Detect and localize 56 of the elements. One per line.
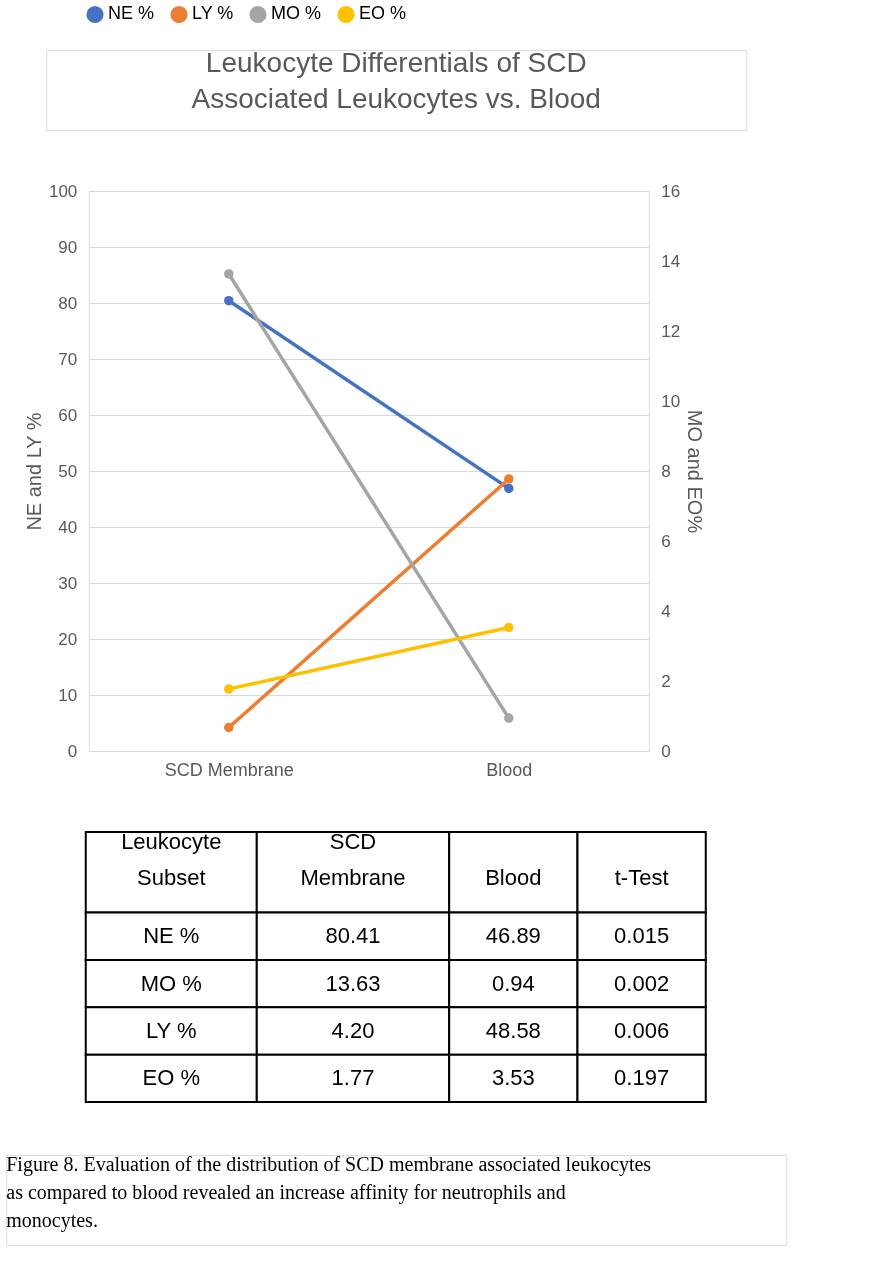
y2-tick-label: 12 bbox=[661, 321, 681, 341]
y-tick-label: 90 bbox=[58, 237, 78, 257]
point bbox=[504, 474, 514, 484]
y-tick-label: 20 bbox=[58, 629, 78, 649]
point bbox=[504, 713, 514, 723]
data-label: 48.58 bbox=[485, 1017, 541, 1043]
legend-label: MO % bbox=[271, 3, 322, 24]
legend-label: LY % bbox=[192, 3, 234, 24]
text: t-Test bbox=[614, 865, 669, 891]
y2-tick-label: 0 bbox=[661, 741, 671, 761]
data-label: 13.63 bbox=[325, 970, 381, 996]
text: NE % bbox=[143, 923, 200, 949]
point bbox=[224, 722, 234, 733]
text: 0.006 bbox=[614, 1017, 670, 1043]
y2-tick-label: 8 bbox=[661, 461, 671, 481]
y-tick-label: 0 bbox=[67, 741, 78, 761]
y-tick-label: 40 bbox=[58, 517, 78, 537]
y-tick-label: 50 bbox=[58, 461, 78, 481]
data-label: 3.53 bbox=[491, 1065, 535, 1091]
y2-tick-label: 4 bbox=[661, 601, 671, 621]
y2-tick-label: 10 bbox=[661, 391, 681, 411]
data-label: 1.77 bbox=[331, 1065, 375, 1091]
y2-tick-label: 6 bbox=[661, 531, 671, 551]
y2-axis-title: MO and EO% bbox=[684, 409, 707, 534]
y-tick-label: 10 bbox=[58, 685, 78, 705]
data-label: 80.41 bbox=[325, 923, 381, 949]
data-label: 46.89 bbox=[485, 923, 541, 949]
text: EO % bbox=[142, 1065, 200, 1091]
legend-label: NE % bbox=[108, 3, 155, 24]
text: 0.015 bbox=[614, 923, 670, 949]
y-tick-label: 80 bbox=[58, 293, 78, 313]
point bbox=[224, 684, 234, 694]
text: 0.002 bbox=[614, 970, 670, 996]
data-label: 4.20 bbox=[331, 1017, 375, 1043]
category-label: Blood bbox=[485, 865, 542, 891]
text: Leukocyte Subset bbox=[121, 828, 222, 890]
legend-label: EO % bbox=[359, 3, 407, 24]
data-label: 0.94 bbox=[491, 970, 535, 996]
text: 0.197 bbox=[614, 1065, 670, 1091]
point bbox=[224, 295, 234, 306]
y-tick-label: 30 bbox=[58, 573, 78, 593]
y2-tick-label: 16 bbox=[661, 181, 681, 201]
y-tick-label: 60 bbox=[58, 405, 78, 425]
text: LY % bbox=[145, 1017, 197, 1043]
y-axis-title: NE and LY % bbox=[22, 412, 45, 531]
caption: Figure 8. Evaluation of the distribution of SCD membrane associated leukocytes as compared to blood revealed an increase affinity for neutrophils and monocytes. bbox=[6, 1153, 652, 1232]
y-tick-label: 100 bbox=[48, 181, 78, 201]
point bbox=[504, 483, 514, 494]
point bbox=[224, 269, 234, 279]
text: MO % bbox=[140, 970, 202, 996]
y-tick-label: 70 bbox=[58, 349, 78, 369]
y2-tick-label: 14 bbox=[661, 251, 681, 271]
y2-tick-label: 2 bbox=[661, 671, 671, 691]
category-label: SCD Membrane bbox=[300, 828, 406, 890]
point bbox=[504, 622, 514, 633]
chart-title: Leukocyte Differentials of SCD Associated Leukocytes vs. Blood bbox=[191, 47, 601, 114]
